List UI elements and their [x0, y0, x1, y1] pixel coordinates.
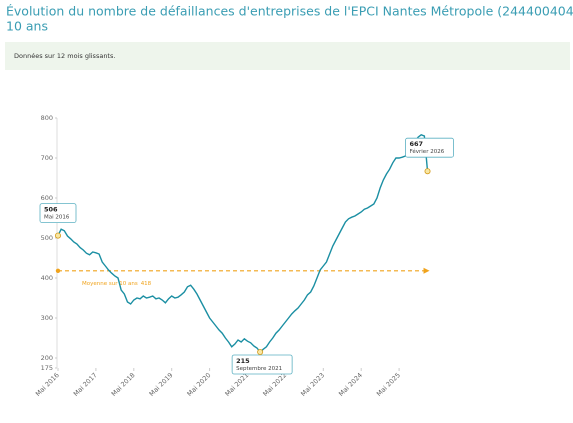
x-tick-label: Mai 2020 [186, 371, 213, 398]
y-tick-label: 700 [41, 154, 53, 162]
x-tick-label: Mai 2023 [299, 371, 326, 398]
tooltip-date: Mai 2016 [44, 215, 70, 221]
x-tick-label: Mai 2018 [110, 371, 137, 398]
x-tick-label: Mai 2025 [375, 371, 402, 398]
y-tick-label: 175 [41, 364, 53, 372]
y-tick-label: 500 [41, 234, 53, 242]
note: Données sur 12 mois glissants. [14, 52, 115, 60]
point-marker [55, 232, 62, 239]
line [57, 134, 429, 354]
average-label-text: Moyenne sur 10 ans [82, 280, 138, 286]
average-arrow [423, 267, 430, 274]
tooltip-box [405, 137, 454, 158]
x-tick-label: Mai 2017 [72, 371, 99, 398]
x-tick-label: Mai 2016 [34, 371, 61, 398]
tooltip-date: Février 2026 [410, 148, 445, 155]
tooltip-value: 506 [44, 206, 58, 214]
point-marker [424, 168, 431, 175]
y-tick-label: 400 [41, 274, 53, 282]
y-tick-label: 200 [41, 354, 53, 362]
tooltip-box [231, 354, 293, 375]
x-tick-label: Mai 2019 [148, 371, 175, 398]
x-tick-label: Mai 2024 [337, 371, 364, 398]
y-tick-label: 800 [41, 114, 53, 122]
note-box [5, 42, 570, 70]
title-line-1: Évolution du nombre de défaillances d'en… [6, 4, 573, 19]
x-tick-label: Mai 2022 [261, 371, 288, 398]
tooltip-box [39, 203, 77, 224]
point-marker [257, 348, 264, 355]
x-tick-label: Mai 2021 [223, 371, 250, 398]
tooltip-date: Septembre 2021 [236, 366, 282, 372]
average-start [55, 268, 61, 273]
tooltip-value: 215 [236, 357, 250, 365]
y-tick-label: 600 [41, 194, 53, 202]
average-label-value: 418 [141, 280, 152, 286]
tooltip-value: 667 [410, 140, 424, 148]
title-line-2: 10 ans [6, 19, 48, 34]
average-label: Moyenne sur 10 ans 418 [82, 280, 152, 286]
y-tick-label: 300 [41, 314, 53, 322]
